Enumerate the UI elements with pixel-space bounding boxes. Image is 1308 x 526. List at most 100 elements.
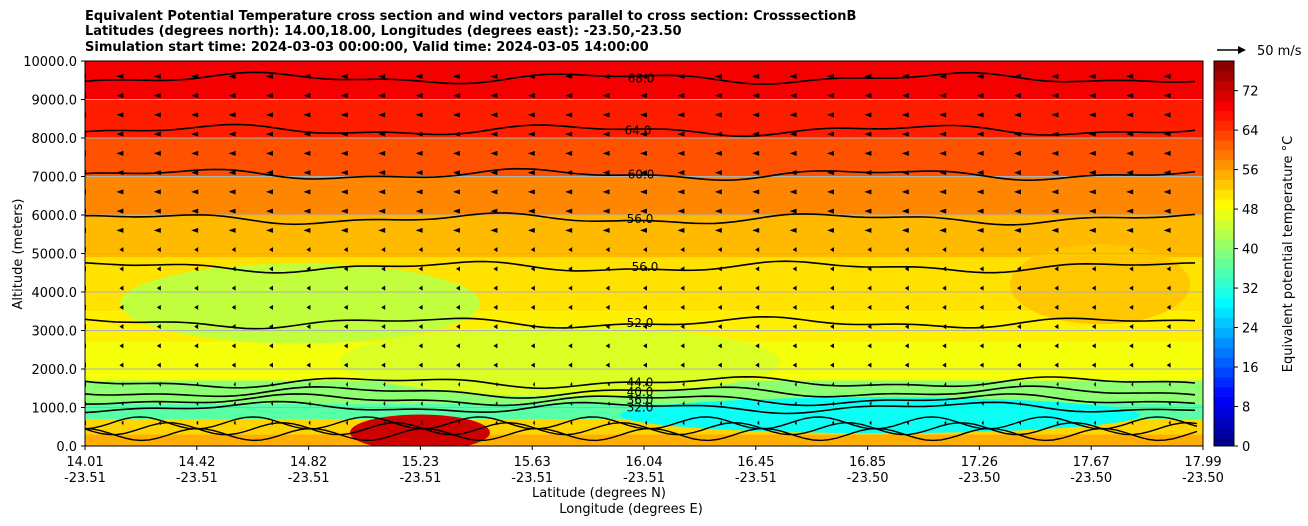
wind-vector-arrow xyxy=(976,170,984,176)
wind-vector-arrow xyxy=(901,112,909,118)
wind-vector-arrow xyxy=(568,362,573,368)
wind-vector-arrow xyxy=(1129,285,1134,291)
colorbar-swatch xyxy=(1214,110,1234,121)
wind-vector-arrow xyxy=(680,285,685,291)
wind-vector-arrow xyxy=(942,324,947,330)
wind-vector-arrow xyxy=(942,343,947,349)
wind-vector-arrow xyxy=(493,343,498,349)
wind-vector-arrow xyxy=(680,247,685,253)
wind-vector-arrow xyxy=(677,112,685,118)
wind-vector-arrow xyxy=(191,73,199,79)
contour-blob xyxy=(1010,244,1190,325)
wind-vector-arrow xyxy=(116,131,124,137)
colorbar-swatch xyxy=(1214,376,1234,388)
wind-vector-arrow xyxy=(303,131,311,137)
wind-vector-arrow xyxy=(1129,247,1134,253)
wind-vector-arrow xyxy=(717,304,722,310)
wind-vector-arrow xyxy=(602,93,610,99)
wind-vector-arrow xyxy=(1014,112,1021,118)
wind-vector-arrow xyxy=(565,73,573,79)
wind-vector-arrow xyxy=(570,401,573,407)
wind-vector-arrow xyxy=(453,189,460,195)
wind-vector-arrow xyxy=(901,170,909,176)
wind-vector-arrow xyxy=(1163,73,1171,79)
wind-vector-arrow xyxy=(714,170,722,176)
wind-vector-arrow xyxy=(527,227,535,233)
wind-vector-arrow xyxy=(453,131,460,137)
contour-line xyxy=(85,393,1196,407)
wind-vector-arrow xyxy=(867,304,872,310)
wind-vector-arrow xyxy=(794,381,797,387)
wind-vector-arrow xyxy=(602,112,610,118)
wind-vector-arrow xyxy=(830,266,834,272)
wind-vector-arrow xyxy=(906,381,909,387)
wind-vector-arrow xyxy=(153,227,161,233)
wind-vector-arrow xyxy=(381,324,386,330)
colorbar-swatch xyxy=(1214,61,1234,72)
wind-vector-arrow xyxy=(1166,324,1171,330)
wind-vector-arrow xyxy=(976,150,984,156)
x-tick-label-lon: -23.50 xyxy=(1070,471,1112,486)
wind-vector-arrow xyxy=(1168,401,1171,407)
contour-label: 56.0 xyxy=(632,260,659,274)
wind-vector-arrow xyxy=(864,131,872,137)
wind-vector-arrow xyxy=(495,420,498,426)
wind-vector-arrow xyxy=(755,266,760,272)
x-tick-label-lat: 14.42 xyxy=(178,455,215,470)
wind-vector-arrow xyxy=(939,170,947,176)
wind-vector-arrow xyxy=(904,362,909,368)
wind-vector-arrow xyxy=(381,343,386,349)
wind-vector-arrow xyxy=(1093,381,1096,387)
wind-vector-arrow xyxy=(979,304,984,310)
wind-vector-arrow xyxy=(680,324,685,330)
wind-vector-arrow xyxy=(1126,93,1134,99)
wind-vector-arrow xyxy=(942,362,947,368)
wind-vector-arrow xyxy=(527,93,535,99)
wind-vector-arrow xyxy=(976,112,984,118)
wind-vector-arrow xyxy=(418,324,423,330)
wind-vector-arrow xyxy=(981,420,984,426)
wind-vector-arrow xyxy=(532,381,535,387)
y-tick-label: 6000.0 xyxy=(32,209,78,224)
wind-vector-arrow xyxy=(490,131,498,137)
wind-vector-arrow xyxy=(904,247,909,253)
wind-vector-arrow xyxy=(340,227,348,233)
x-axis: 14.01-23.5114.42-23.5114.82-23.5115.23-2… xyxy=(64,446,1224,486)
colorbar-swatch xyxy=(1214,297,1234,309)
wind-vector-arrow xyxy=(869,420,872,426)
wind-vector-arrow xyxy=(1126,131,1134,137)
wind-vector-arrow xyxy=(381,304,386,310)
wind-vector-arrow xyxy=(1051,93,1059,99)
wind-vector-arrow xyxy=(303,93,311,99)
wind-vector-arrow xyxy=(1163,227,1171,233)
wind-vector-arrow xyxy=(680,362,685,368)
wind-vector-arrow xyxy=(1014,150,1021,156)
wind-vector-arrow xyxy=(231,324,236,330)
colorbar-swatch xyxy=(1214,357,1234,368)
wind-vector-arrow xyxy=(755,324,760,330)
wind-vector-arrow xyxy=(153,73,161,79)
wind-vector-arrow xyxy=(792,343,797,349)
wind-vector-arrow xyxy=(570,420,573,426)
colorbar-swatch xyxy=(1214,130,1234,141)
wind-vector-arrow xyxy=(415,189,423,195)
wind-vector-arrow xyxy=(490,170,498,176)
wind-vector-arrow xyxy=(1091,266,1096,272)
x-tick-label-lon: -23.51 xyxy=(64,471,106,486)
contour-line xyxy=(85,167,1196,182)
wind-vector-arrow xyxy=(191,170,199,176)
wind-vector-arrow xyxy=(530,362,535,368)
wind-vector-arrow xyxy=(191,150,199,156)
wind-vector-arrow xyxy=(942,247,947,253)
colorbar-swatch xyxy=(1214,396,1234,408)
wind-vector-arrow xyxy=(1088,208,1096,214)
wind-vector-arrow xyxy=(869,381,872,387)
wind-vector-arrow xyxy=(1088,73,1096,79)
wind-vector-arrow xyxy=(605,343,610,349)
wind-vector-arrow xyxy=(1017,362,1021,368)
wind-vector-arrow xyxy=(1129,324,1134,330)
wind-vector-arrow xyxy=(719,420,722,426)
wind-vector-arrow xyxy=(979,247,984,253)
wind-vector-arrow xyxy=(645,420,647,426)
wind-vector-arrow xyxy=(228,93,236,99)
